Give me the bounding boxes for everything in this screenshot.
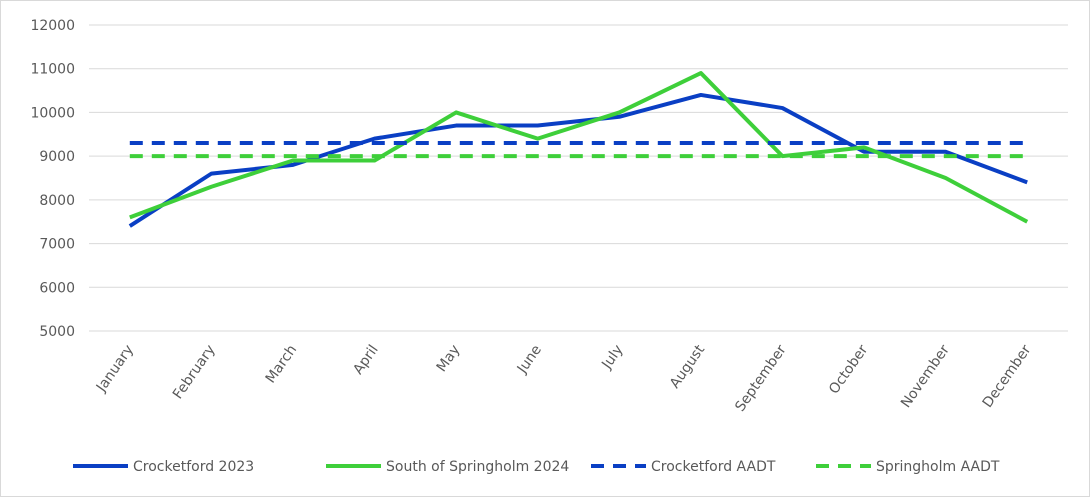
x-tick-label: August (667, 342, 709, 392)
y-tick-label: 11000 (30, 62, 75, 78)
legend-label: Crocketford AADT (651, 459, 776, 475)
y-tick-label: 6000 (39, 280, 75, 296)
x-tick-label: January (93, 342, 137, 395)
y-tick-label: 12000 (30, 18, 75, 34)
x-tick-label: October (826, 342, 871, 397)
x-tick-label: June (514, 342, 545, 377)
series-line-1 (129, 71, 1029, 224)
x-tick-label: February (170, 342, 219, 402)
legend-label: Springholm AADT (876, 459, 1000, 475)
x-tick-label: May (434, 342, 464, 375)
x-tick-label: July (598, 342, 626, 373)
y-tick-label: 5000 (39, 324, 75, 340)
x-tick-label: September (732, 342, 790, 415)
legend-label: Crocketford 2023 (133, 459, 254, 475)
x-tick-label: November (898, 342, 953, 411)
series-line-0 (128, 92, 1028, 228)
x-tick-label: April (350, 342, 381, 377)
x-tick-label: December (980, 342, 1035, 411)
y-tick-label: 7000 (39, 237, 75, 253)
y-tick-label: 9000 (39, 149, 75, 165)
x-tick-label: March (263, 342, 301, 386)
y-tick-label: 10000 (30, 105, 75, 121)
legend-label: South of Springholm 2024 (386, 459, 569, 475)
y-tick-label: 8000 (39, 193, 75, 209)
